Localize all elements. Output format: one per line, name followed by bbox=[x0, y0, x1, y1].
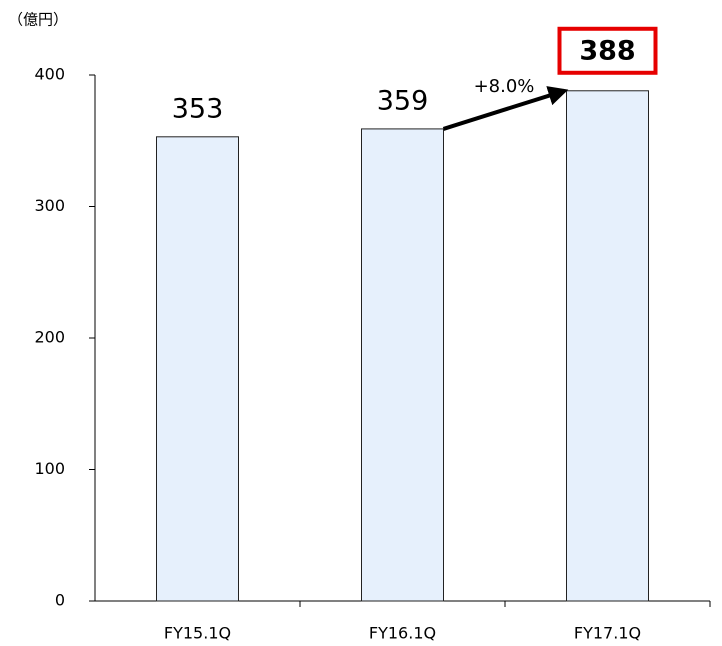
highlight-box bbox=[557, 26, 658, 75]
y-tick-label: 400 bbox=[34, 65, 65, 84]
x-tick-label: FY15.1Q bbox=[164, 624, 231, 643]
x-tick-label: FY16.1Q bbox=[369, 624, 436, 643]
bar bbox=[361, 128, 444, 602]
annotation-text: +8.0% bbox=[474, 76, 535, 97]
y-tick-label: 0 bbox=[55, 591, 65, 610]
value-label: 359 bbox=[377, 85, 429, 116]
bar bbox=[156, 136, 239, 602]
y-tick-label: 300 bbox=[34, 196, 65, 215]
y-tick-label: 100 bbox=[34, 459, 65, 478]
bar bbox=[566, 90, 649, 602]
annotation-arrow bbox=[442, 86, 569, 131]
x-tick-label: FY17.1Q bbox=[574, 624, 641, 643]
y-axis-label: （億円） bbox=[8, 11, 68, 29]
value-label: 353 bbox=[172, 93, 224, 124]
value-label: 388 bbox=[579, 35, 635, 66]
y-tick-label: 200 bbox=[34, 328, 65, 347]
